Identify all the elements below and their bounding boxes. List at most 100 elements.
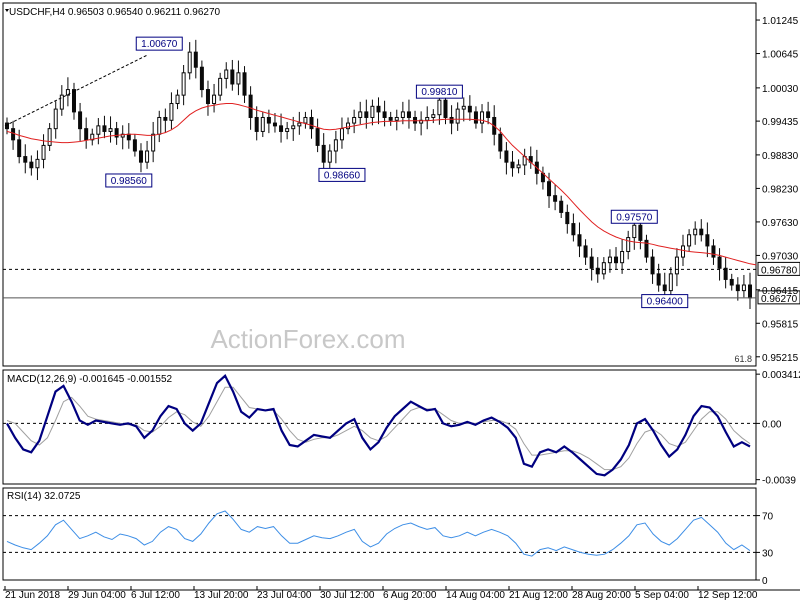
candle-body bbox=[303, 116, 308, 124]
candle-body bbox=[102, 125, 107, 132]
macd-y-tick-label: 0.003412 bbox=[762, 370, 800, 381]
candle-body bbox=[595, 267, 600, 275]
candle-body bbox=[321, 144, 326, 163]
candle-body bbox=[632, 224, 637, 239]
candle-body bbox=[11, 128, 16, 141]
price-annotation-label: 0.98660 bbox=[324, 170, 361, 181]
candle-body bbox=[96, 125, 101, 135]
candle-body bbox=[53, 108, 58, 130]
candle-body bbox=[571, 223, 576, 236]
candle-body bbox=[498, 133, 503, 152]
candle-body bbox=[674, 256, 679, 275]
candle-body bbox=[473, 111, 478, 124]
price-y-tick-label: 0.97630 bbox=[762, 218, 799, 229]
candle-body bbox=[84, 128, 89, 141]
candle-body bbox=[553, 195, 558, 202]
candle-body bbox=[705, 234, 710, 247]
candle-body bbox=[729, 278, 734, 286]
level-label: 0.96270 bbox=[761, 294, 798, 305]
candle-body bbox=[565, 211, 570, 225]
candle-body bbox=[181, 72, 186, 96]
candle-body bbox=[650, 256, 655, 275]
candle-body bbox=[394, 116, 399, 121]
price-y-tick-label: 1.00645 bbox=[762, 50, 799, 61]
candle-body bbox=[748, 284, 752, 299]
candle-body bbox=[17, 139, 22, 158]
watermark-text: ActionForex.com bbox=[210, 324, 405, 354]
candle-body bbox=[620, 251, 625, 264]
candle-body bbox=[29, 161, 34, 169]
x-axis-label: 6 Jul 12:00 bbox=[131, 590, 180, 600]
candle-body bbox=[681, 245, 686, 258]
price-annotation-box bbox=[318, 167, 366, 182]
price-y-tick-label: 0.96415 bbox=[762, 286, 799, 297]
candle-body bbox=[138, 150, 143, 163]
candle-body bbox=[577, 234, 582, 247]
candle-body bbox=[388, 116, 393, 121]
rsi-line bbox=[6, 510, 751, 557]
candle-body bbox=[199, 66, 204, 91]
rsi-title: RSI(14) 32.0725 bbox=[7, 491, 81, 502]
candle-body bbox=[266, 116, 271, 124]
macd-line bbox=[6, 374, 751, 477]
moving-average-line bbox=[6, 103, 757, 266]
candle-body bbox=[370, 105, 375, 118]
candle-body bbox=[169, 103, 174, 121]
x-axis-label: 21 Aug 12:00 bbox=[509, 590, 568, 600]
price-y-tick-label: 0.95215 bbox=[762, 353, 799, 364]
candle-body bbox=[205, 89, 210, 105]
macd-y-tick-label: -0.0039 bbox=[762, 476, 796, 487]
candle-body bbox=[455, 108, 460, 124]
rsi-panel-frame bbox=[2, 487, 757, 581]
candle-body bbox=[437, 99, 442, 116]
rsi-y-tick-label: 30 bbox=[762, 548, 774, 559]
candle-body bbox=[339, 128, 344, 141]
x-axis-label: 5 Sep 04:00 bbox=[635, 590, 689, 600]
price-y-tick-label: 0.95815 bbox=[762, 319, 799, 330]
price-annotation-box bbox=[135, 36, 183, 51]
price-annotation-label: 0.96400 bbox=[647, 297, 684, 308]
candle-body bbox=[431, 114, 436, 118]
candle-body bbox=[364, 111, 369, 118]
price-annotation-box bbox=[610, 209, 658, 224]
candle-body bbox=[41, 144, 46, 160]
candle-body bbox=[248, 94, 253, 118]
candle-body bbox=[315, 128, 320, 146]
candle-body bbox=[291, 125, 296, 130]
price-annotation-box bbox=[641, 294, 689, 309]
candle-body bbox=[662, 284, 667, 292]
price-annotation-label: 0.99810 bbox=[421, 87, 458, 98]
price-annotation-label: 1.00670 bbox=[141, 39, 178, 50]
candle-body bbox=[163, 116, 168, 121]
x-axis-label: 12 Sep 12:00 bbox=[698, 590, 758, 600]
candle-body bbox=[352, 116, 357, 124]
candle-body bbox=[626, 237, 631, 253]
candle-body bbox=[449, 116, 454, 124]
rsi-y-tick-label: 70 bbox=[762, 512, 774, 523]
candle-body bbox=[327, 150, 332, 163]
candle-body bbox=[400, 111, 405, 118]
candle-body bbox=[212, 94, 217, 105]
macd-panel-frame bbox=[2, 369, 757, 485]
candle-body bbox=[668, 273, 673, 292]
price-y-tick-label: 0.98230 bbox=[762, 184, 799, 195]
candle-body bbox=[614, 256, 619, 264]
candle-body bbox=[187, 51, 192, 74]
candle-body bbox=[59, 94, 64, 110]
candle-body bbox=[254, 116, 259, 132]
candle-body bbox=[71, 89, 76, 113]
candle-body bbox=[23, 156, 28, 163]
candle-body bbox=[236, 72, 241, 85]
price-annotation-label: 0.97570 bbox=[616, 212, 653, 223]
candle-body bbox=[382, 111, 387, 118]
candle-body bbox=[638, 224, 643, 241]
candle-body bbox=[260, 116, 265, 132]
candle-body bbox=[583, 245, 588, 258]
candle-body bbox=[693, 228, 698, 236]
candle-body bbox=[443, 99, 448, 118]
x-axis-label: 23 Jul 04:00 bbox=[257, 590, 312, 600]
candle-body bbox=[35, 158, 40, 169]
candle-body bbox=[741, 284, 746, 292]
candle-body bbox=[656, 273, 661, 286]
trend-line bbox=[4, 54, 148, 127]
